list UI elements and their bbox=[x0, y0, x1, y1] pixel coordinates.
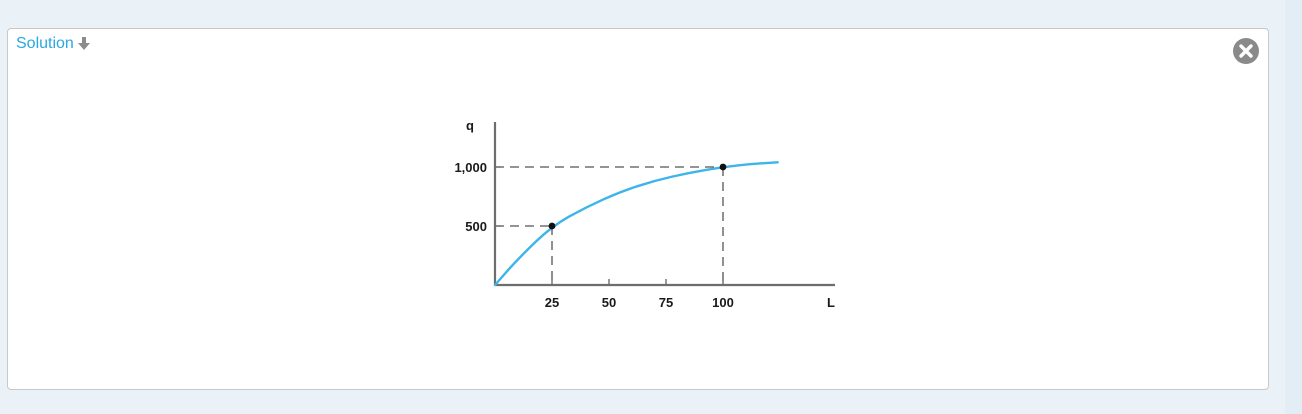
y-axis-label: q bbox=[466, 118, 474, 133]
production-function-chart: 25 50 75 100 500 1,000 q L bbox=[454, 118, 835, 310]
highlighted-points bbox=[548, 163, 727, 230]
solution-panel: Solution bbox=[7, 28, 1269, 390]
solution-toggle-label[interactable]: Solution bbox=[16, 35, 74, 52]
page-scroll-gutter bbox=[1285, 0, 1302, 414]
x-tick-label: 100 bbox=[712, 295, 734, 310]
tick-labels: 25 50 75 100 500 1,000 bbox=[454, 160, 733, 310]
x-tick-label: 50 bbox=[602, 295, 616, 310]
x-tick-label: 25 bbox=[545, 295, 559, 310]
y-tick-label: 500 bbox=[465, 219, 487, 234]
x-tick-label: 75 bbox=[659, 295, 673, 310]
highlighted-point bbox=[719, 163, 727, 171]
highlighted-point bbox=[548, 222, 556, 230]
dashed-guide-lines bbox=[495, 166, 724, 285]
chart-axes bbox=[493, 122, 835, 287]
solution-toggle[interactable]: Solution bbox=[16, 34, 90, 54]
arrow-down-icon[interactable] bbox=[77, 37, 90, 51]
y-tick-label: 1,000 bbox=[454, 160, 487, 175]
x-axis-label: L bbox=[827, 295, 835, 310]
tick-marks bbox=[495, 166, 724, 285]
production-curve bbox=[493, 161, 779, 287]
close-icon[interactable] bbox=[1232, 37, 1260, 65]
